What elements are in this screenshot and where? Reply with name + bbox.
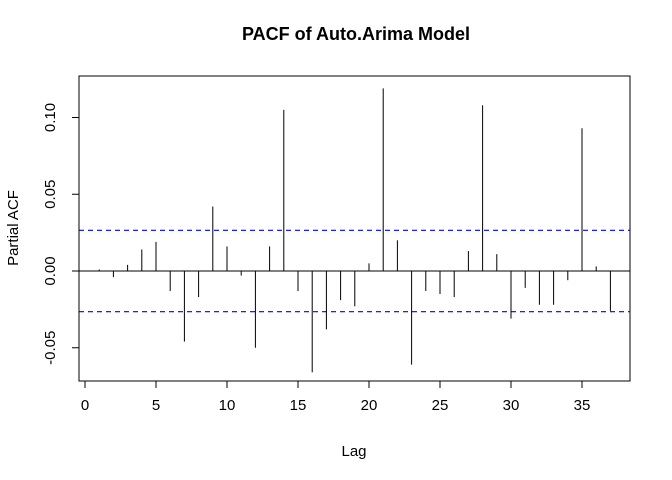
x-tick-label: 25 (432, 397, 449, 414)
y-tick-label: -0.05 (42, 331, 59, 365)
y-axis: -0.05 0.00 0.05 0.10 (42, 103, 80, 365)
pacf-spikes (98, 88, 611, 373)
y-tick-label: 0.10 (42, 103, 59, 132)
plot-frame (78, 75, 631, 382)
x-tick-label: 20 (361, 397, 378, 414)
x-axis: 0 5 10 15 20 25 30 35 (81, 380, 591, 414)
x-tick-label: 5 (152, 397, 160, 414)
y-axis-label: Partial ACF (5, 190, 22, 266)
x-tick-label: 0 (81, 397, 89, 414)
x-tick-label: 10 (219, 397, 236, 414)
x-axis-label: Lag (341, 443, 366, 460)
x-tick-label: 15 (290, 397, 307, 414)
y-tick-label: 0.05 (42, 180, 59, 209)
x-tick-label: 30 (503, 397, 520, 414)
x-tick-label: 35 (574, 397, 591, 414)
y-tick-label: 0.00 (42, 256, 59, 285)
chart-title: PACF of Auto.Arima Model (242, 24, 470, 44)
confidence-bands (79, 229, 630, 313)
